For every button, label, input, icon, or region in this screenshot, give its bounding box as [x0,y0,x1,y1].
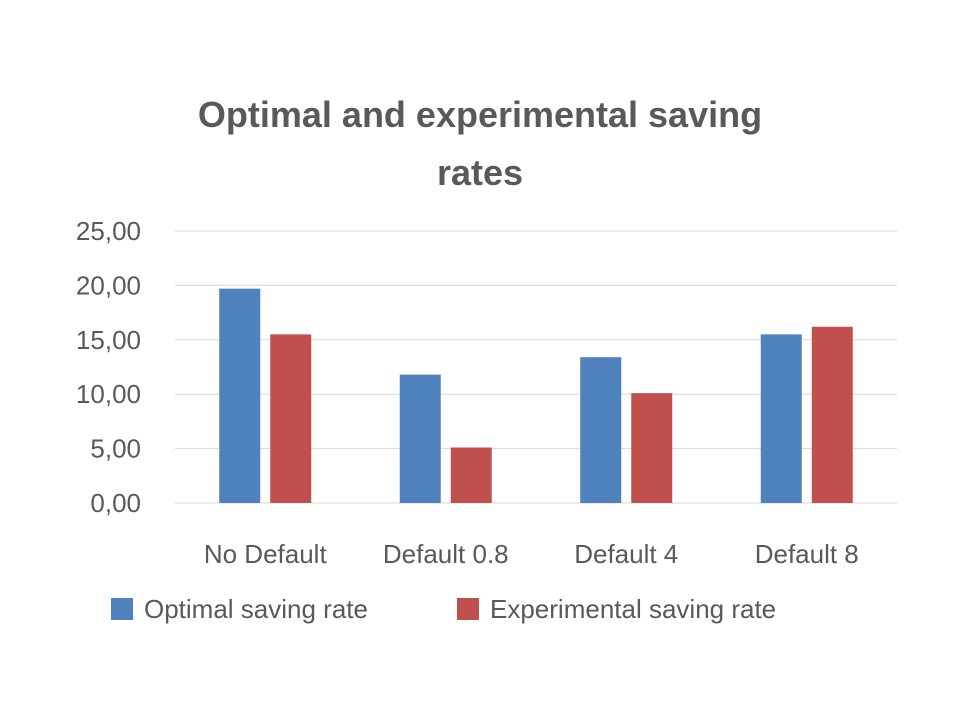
x-category-label: Default 8 [755,539,859,569]
bar [219,288,261,503]
y-tick-label: 20,00 [76,270,141,300]
y-tick-label: 25,00 [76,216,141,246]
bar [811,326,853,503]
bar [270,334,312,503]
legend-swatch [457,598,479,620]
x-category-label: No Default [204,539,328,569]
chart-title-line-1: Optimal and experimental saving [198,94,762,135]
bar [760,334,802,503]
y-tick-label: 0,00 [90,488,141,518]
y-axis-ticks: 0,00 5,00 10,00 15,00 20,00 25,00 [76,216,141,518]
chart-title-line-2: rates [437,152,523,193]
y-tick-label: 10,00 [76,379,141,409]
x-axis-categories: No Default Default 0.8 Default 4 Default 8 [204,539,859,569]
legend-label: Experimental saving rate [490,594,776,624]
x-category-label: Default 0.8 [383,539,509,569]
legend-swatch [111,598,133,620]
x-category-label: Default 4 [574,539,678,569]
bar [399,374,441,503]
bars [219,288,853,503]
bar [631,393,673,503]
bar [580,357,622,503]
bar [450,447,492,503]
y-tick-label: 5,00 [90,434,141,464]
legend: Optimal saving rate Experimental saving r… [111,594,776,624]
legend-label: Optimal saving rate [144,594,368,624]
y-tick-label: 15,00 [76,325,141,355]
